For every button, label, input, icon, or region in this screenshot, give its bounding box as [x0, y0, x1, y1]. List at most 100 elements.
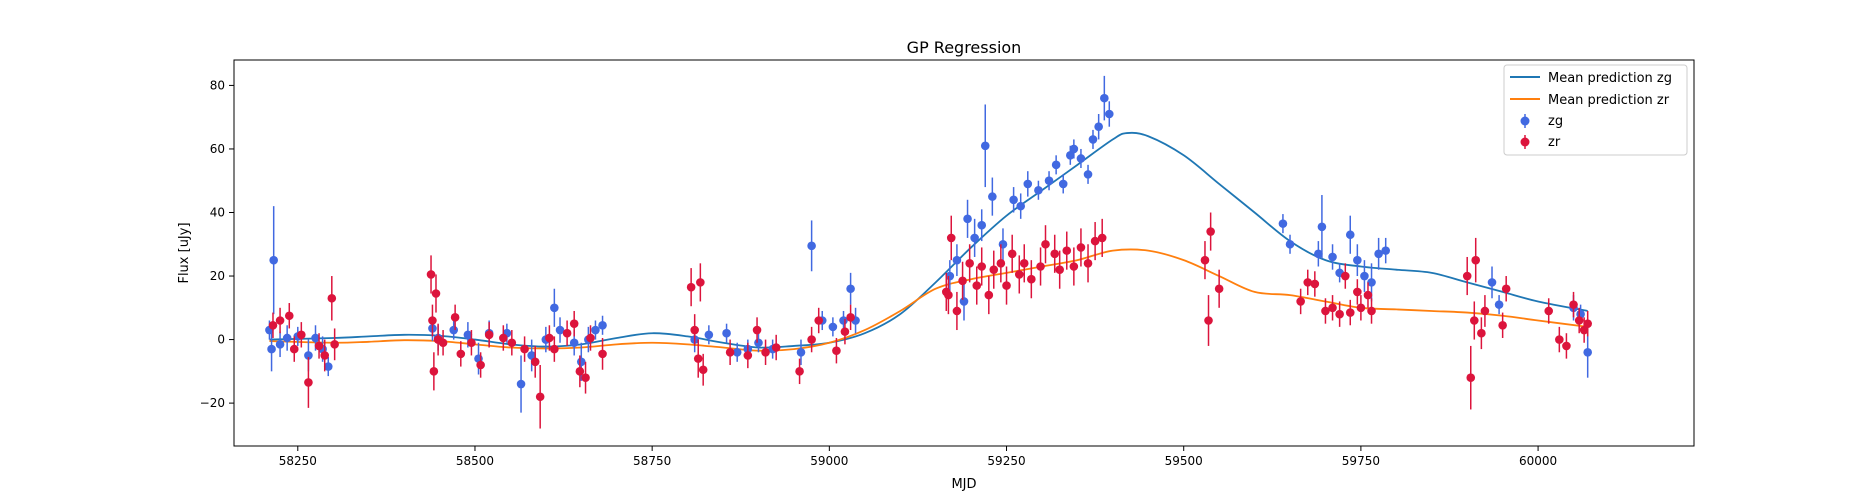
zg-point: [591, 325, 600, 335]
zr-point: [1353, 287, 1362, 297]
x-axis-label: MJD: [951, 477, 976, 492]
chart-title: GP Regression: [907, 38, 1022, 57]
zr-point: [725, 347, 735, 357]
zg-point: [1083, 170, 1093, 179]
legend-swatch-zr-marker: [1520, 137, 1530, 147]
zr-point: [1090, 236, 1100, 246]
zr-point: [1501, 284, 1511, 294]
zr-point: [1036, 262, 1045, 271]
zr-point: [832, 346, 841, 355]
zr-point: [1341, 271, 1350, 281]
zr-point: [1498, 320, 1507, 330]
zg-point: [516, 379, 526, 389]
zr-point: [520, 344, 529, 354]
zg-point: [1058, 179, 1068, 189]
zr-point: [1555, 335, 1564, 344]
zg-point: [807, 241, 816, 251]
zg-point: [998, 239, 1008, 249]
zr-point: [562, 328, 572, 338]
zg-point: [1381, 246, 1390, 255]
data-points: [265, 75, 1592, 429]
zg-point: [1088, 135, 1098, 144]
zg-point: [1487, 278, 1497, 287]
zg-point: [1285, 239, 1295, 249]
zr-point: [1335, 309, 1344, 319]
zr-point: [771, 343, 781, 352]
zr-point: [1462, 271, 1472, 281]
zg-point: [1016, 201, 1025, 211]
zr-point: [314, 341, 324, 351]
zr-point: [846, 313, 855, 322]
zr-point: [1345, 308, 1355, 317]
zg-point: [846, 284, 855, 294]
zg-point: [1009, 195, 1018, 205]
legend-label-zr-line: Mean prediction zr: [1548, 93, 1670, 108]
zg-point: [1278, 219, 1288, 228]
zr-point: [476, 360, 485, 370]
zg-point: [267, 344, 276, 354]
zr-point: [1303, 278, 1313, 287]
y-tick-label: −20: [200, 396, 225, 410]
zr-point: [545, 333, 554, 343]
zg-point: [796, 347, 806, 357]
zr-point: [1574, 316, 1584, 325]
x-tick-label: 58250: [279, 454, 317, 468]
zg-point: [311, 333, 320, 343]
mean-prediction-zg-line: [269, 131, 1588, 349]
zr-point: [275, 316, 285, 325]
zr-point: [1002, 281, 1011, 290]
zr-point: [1062, 246, 1072, 255]
zg-point: [555, 325, 565, 335]
zg-point: [704, 330, 714, 340]
zr-point: [965, 259, 974, 268]
zg-point: [1367, 278, 1376, 287]
zr-point: [1356, 303, 1366, 313]
zr-point: [575, 367, 585, 376]
zr-point: [297, 330, 306, 340]
zr-point: [795, 367, 804, 376]
zr-point: [977, 262, 987, 271]
zr-point: [456, 349, 466, 359]
zr-point: [752, 325, 762, 335]
zr-point: [840, 327, 850, 336]
zr-point: [1083, 259, 1093, 268]
zr-point: [450, 313, 460, 322]
zr-point: [1296, 297, 1305, 306]
x-tick-label: 59750: [1342, 454, 1380, 468]
zr-point: [1076, 243, 1086, 252]
zr-point: [1466, 373, 1476, 382]
zr-point: [569, 319, 579, 328]
legend-box: [1503, 64, 1688, 156]
x-tick-label: 59000: [810, 454, 848, 468]
plot-frame: [233, 59, 1695, 447]
zr-point: [530, 357, 540, 367]
zr-point: [268, 320, 278, 330]
zr-point: [1200, 255, 1210, 265]
zg-point: [1044, 176, 1054, 186]
zg-point: [1345, 230, 1355, 240]
zr-point: [686, 282, 696, 292]
zr-point: [946, 233, 956, 243]
zr-point: [438, 338, 448, 348]
zr-point: [507, 338, 517, 348]
zr-point: [1019, 259, 1029, 268]
x-tick-label: 60000: [1519, 454, 1557, 468]
y-tick-label: 20: [210, 269, 225, 283]
legend-label-zg-line: Mean prediction zg: [1548, 71, 1672, 86]
zr-point: [467, 338, 476, 348]
zr-point: [743, 351, 753, 360]
legend-label-zr: zr: [1548, 135, 1561, 150]
y-tick-label: 0: [217, 333, 225, 347]
zr-point: [1469, 316, 1479, 325]
zr-point: [807, 335, 816, 344]
y-tick-label: 80: [210, 78, 225, 92]
zg-point: [1494, 300, 1504, 309]
zr-point: [944, 290, 953, 300]
zg-point: [980, 141, 990, 151]
zg-point: [275, 340, 285, 349]
zg-point: [1314, 249, 1323, 259]
zr-point: [1204, 316, 1213, 325]
zg-point: [977, 220, 987, 230]
zg-point: [1094, 122, 1103, 132]
